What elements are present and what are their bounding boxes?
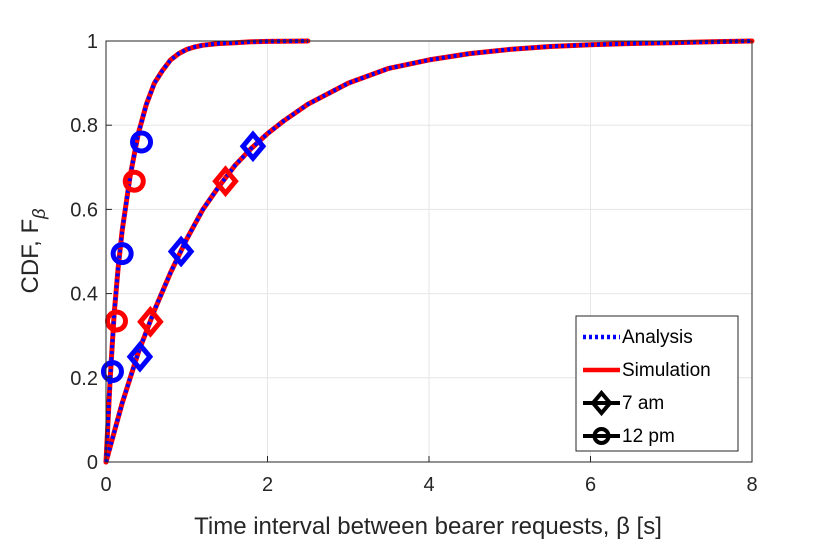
x-axis-label: Time interval between bearer requests, β…	[194, 513, 662, 540]
data-series	[103, 38, 755, 465]
y-axis-label-main: CDF, F	[17, 219, 44, 294]
y-tick-label: 0.8	[70, 115, 98, 137]
y-axis-label-subscript: β	[29, 209, 49, 220]
y-tick-label: 0.4	[70, 284, 98, 306]
analysis-circle-marker	[100, 359, 124, 383]
legend: Analysis Simulation 7 am 12 pm	[575, 315, 739, 452]
y-tick-label: 1	[87, 31, 98, 53]
analysis-line-7am	[104, 39, 753, 463]
x-tick-label: 6	[585, 474, 596, 496]
analysis-diamond-marker	[126, 340, 154, 373]
simulation-diamond-marker	[212, 165, 239, 198]
y-tick-label: 0.2	[70, 368, 98, 390]
x-tick-label: 8	[746, 474, 757, 496]
simulation-diamond-marker	[137, 305, 164, 338]
legend-item-12pm: 12 pm	[583, 426, 675, 447]
x-tick-label: 0	[100, 474, 111, 496]
y-tick-label: 0.6	[70, 199, 98, 221]
circle-icon	[592, 427, 611, 445]
data-markers	[100, 130, 267, 383]
y-tick-label: 0	[87, 452, 98, 474]
grid-lines	[106, 41, 752, 462]
legend-label-simulation: Simulation	[622, 360, 711, 381]
x-tick-label: 2	[262, 474, 273, 496]
analysis-diamond-marker	[167, 235, 195, 268]
axis-ticks: 0 2 4 6 8 0 0.2 0.4 0.6 0.8 1	[70, 31, 757, 496]
legend-label-7am: 7 am	[622, 393, 664, 414]
simulation-circle-marker	[104, 309, 128, 333]
analysis-circle-marker	[110, 242, 134, 266]
analysis-circle-marker	[130, 130, 154, 154]
analysis-diamond-marker	[239, 130, 267, 163]
legend-label-12pm: 12 pm	[622, 426, 675, 447]
legend-label-analysis: Analysis	[622, 327, 693, 348]
legend-item-7am: 7 am	[583, 389, 664, 417]
simulation-circle-marker	[122, 169, 146, 193]
y-axis-label: CDF, Fβ	[17, 209, 49, 294]
analysis-line-12pm	[104, 39, 308, 463]
x-tick-label: 4	[423, 474, 434, 496]
legend-item-simulation: Simulation	[583, 360, 711, 381]
diamond-icon	[590, 389, 613, 417]
legend-item-analysis: Analysis	[583, 327, 693, 348]
